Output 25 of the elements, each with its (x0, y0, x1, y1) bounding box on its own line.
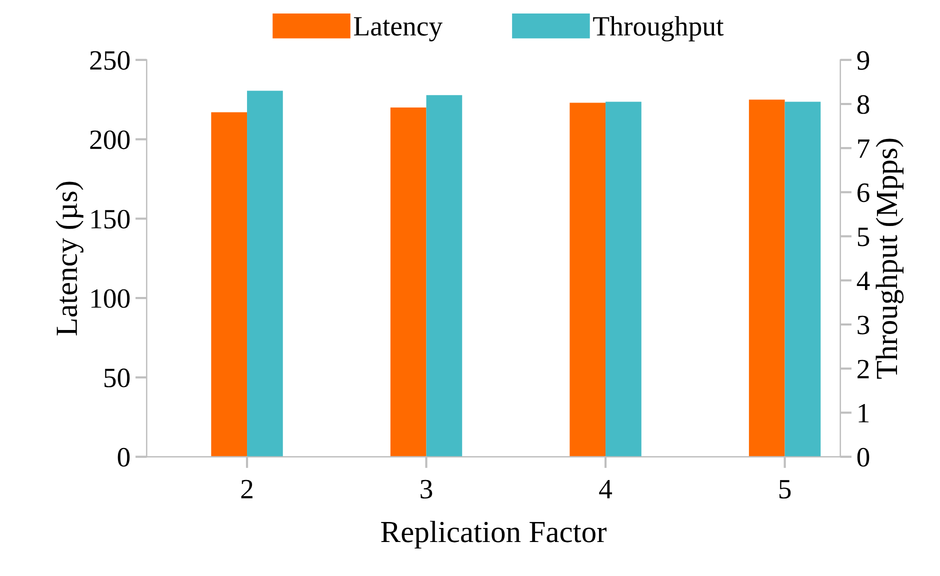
y-tick-label: 200 (90, 130, 130, 150)
y2-tick-label: 8 (857, 95, 870, 114)
y-axis-title: Latency (µs) (56, 182, 84, 336)
x-tick-label: 2 (241, 480, 252, 498)
legend-label: Latency (354, 17, 443, 42)
y-tick-label: 50 (104, 368, 130, 388)
legend-label: Throughput (593, 16, 724, 42)
y2-tick-label: 6 (858, 183, 870, 202)
y-tick-label: 100 (91, 289, 130, 308)
y2-tick-label: 7 (858, 140, 870, 158)
x-tick-label: 5 (779, 480, 791, 499)
y2-tick-label: 0 (857, 448, 870, 467)
x-axis-title: Replication Factor (381, 520, 607, 549)
y2-axis-title: Throughput (Mpps) (876, 138, 904, 379)
y-tick-label: 250 (90, 51, 130, 70)
x-tick-label: 3 (420, 480, 432, 499)
y2-tick-label: 5 (858, 228, 870, 246)
y-tick-label: 0 (118, 448, 130, 467)
y2-tick-label: 9 (857, 51, 870, 70)
y-tick-label: 150 (91, 210, 130, 229)
y2-tick-label: 2 (858, 360, 869, 378)
x-tick-label: 4 (599, 480, 612, 498)
y2-tick-label: 3 (858, 316, 870, 334)
y2-tick-label: 1 (858, 404, 869, 422)
y2-tick-label: 4 (856, 272, 870, 290)
